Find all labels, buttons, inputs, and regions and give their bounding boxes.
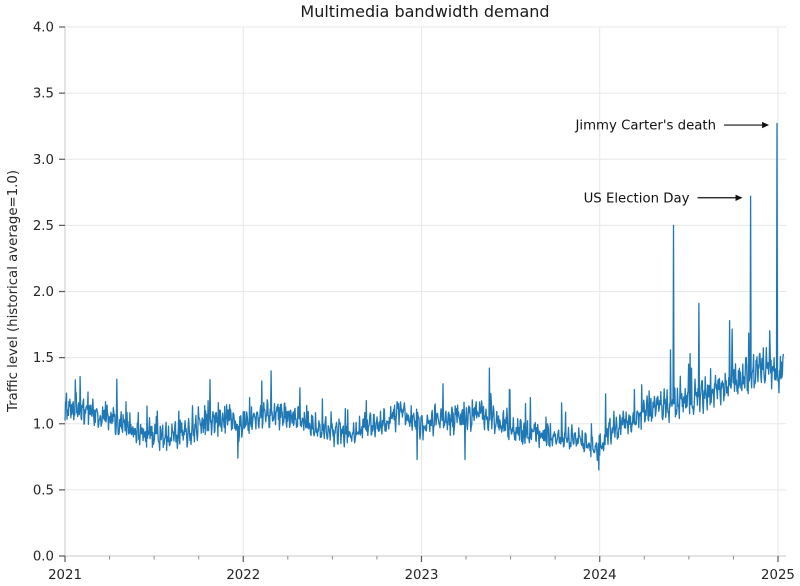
annotation-arrow-head [762,121,770,129]
y-tick-label: 3.5 [33,87,54,102]
annotation-label: US Election Day [584,191,690,206]
y-tick-label: 4.0 [33,21,54,36]
traffic-series [64,122,785,471]
x-tick-label: 2025 [761,568,795,583]
traffic-line [64,122,785,471]
y-tick-label: 2.5 [33,219,54,234]
y-axis-label: Traffic level (historical average=1.0) [6,170,21,413]
y-tick-label: 1.0 [33,417,54,432]
gridlines [64,26,786,557]
annotation-arrow-head [735,194,743,201]
x-tick-label: 2021 [48,568,82,583]
y-tick-label: 0.0 [33,550,54,565]
chart-title: Multimedia bandwidth demand [300,2,549,21]
x-tick-label: 2024 [583,568,617,583]
x-tick-label: 2023 [405,568,439,583]
annotation-label: Jimmy Carter's death [574,119,716,134]
y-tick-label: 3.0 [33,153,54,168]
annotations: Jimmy Carter's death US Election Day [574,119,770,206]
y-tick-label: 2.0 [33,285,54,300]
y-tick-label: 0.5 [33,483,54,498]
axes: 0.0 0.5 1.0 1.5 2.0 2.5 3.0 3.5 4.0 2021 2022 2023 2… [33,21,795,584]
y-tick-label: 1.5 [33,351,54,366]
x-tick-label: 2022 [226,568,260,583]
